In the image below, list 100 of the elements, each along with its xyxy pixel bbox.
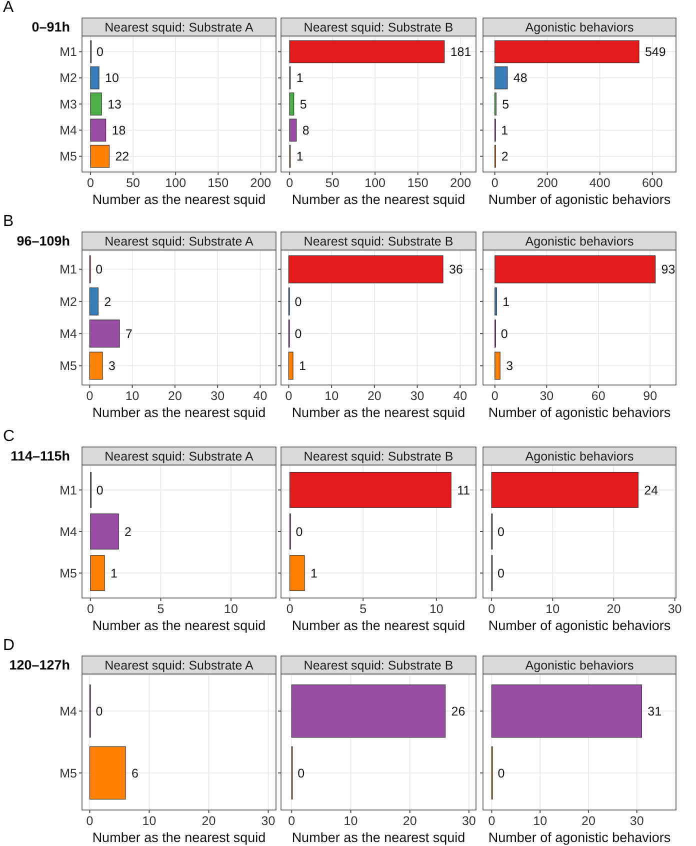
x-tick-label: 10 (546, 602, 560, 616)
data-label: 5 (300, 97, 307, 112)
data-label: 1 (296, 150, 304, 164)
x-tick-label: 20 (202, 814, 216, 828)
data-label: 36 (449, 262, 463, 277)
data-label: 2 (104, 294, 112, 309)
x-tick-label: 0 (491, 388, 498, 403)
x-tick-label: 0 (86, 814, 94, 828)
y-tick-label: M4 (60, 524, 78, 539)
bar (494, 40, 640, 64)
x-tick-label: 5 (360, 602, 367, 616)
data-label: 0 (498, 766, 505, 780)
data-label: 0 (96, 262, 103, 277)
x-tick-label: 90 (643, 388, 658, 403)
x-tick-label: 10 (125, 388, 140, 403)
data-label: 31 (648, 704, 662, 718)
x-tick-label: 100 (165, 176, 186, 190)
bar (288, 255, 444, 284)
chart-title: Nearest squid: Substrate B (304, 234, 454, 248)
text: C (3, 428, 15, 445)
data-label: 2 (124, 524, 132, 539)
x-tick-label: 40 (453, 388, 468, 403)
y-tick-label: M4 (60, 124, 78, 138)
data-label: 1 (501, 124, 508, 138)
text: 0–91h (32, 20, 70, 35)
data-label: 1 (299, 359, 306, 374)
x-tick-label: 10 (142, 814, 156, 828)
data-label: 5 (502, 97, 510, 112)
x-tick-label: 20 (581, 814, 596, 828)
bar (494, 352, 500, 380)
data-label: 1 (310, 566, 318, 580)
y-tick-label: M2 (60, 71, 78, 86)
chart-title: Nearest squid: Substrate B (304, 20, 454, 34)
data-label: 3 (506, 359, 514, 374)
x-axis-title: Number as the nearest squid (292, 405, 466, 420)
x-axis-title: Number as the nearest squid (92, 192, 266, 207)
x-tick-label: 200 (536, 176, 558, 190)
x-tick-label: 20 (168, 388, 182, 403)
bar (494, 255, 656, 284)
x-tick-label: 150 (208, 176, 229, 190)
bar (494, 66, 508, 90)
x-tick-label: 0 (286, 176, 294, 190)
chart-title: Agonistic behaviors (525, 234, 634, 248)
data-label: 181 (450, 45, 472, 60)
x-tick-label: 30 (668, 602, 682, 616)
data-label: 1 (502, 294, 510, 309)
bar (288, 352, 294, 380)
x-tick-label: 0 (86, 602, 94, 616)
y-tick-label: M3 (60, 97, 78, 112)
x-tick-label: 20 (606, 602, 621, 616)
chart-title: Agonistic behaviors (525, 449, 634, 464)
bar (89, 287, 98, 316)
data-label: 26 (451, 704, 466, 718)
data-label: 0 (498, 524, 505, 539)
data-label: 22 (115, 150, 130, 164)
chart-title: Nearest squid: Substrate A (104, 20, 254, 34)
text: 120–127h (9, 658, 70, 673)
chart-title: Nearest squid: Substrate A (104, 658, 254, 672)
x-axis-title: Number as the nearest squid (92, 405, 266, 420)
y-tick-label: M2 (60, 294, 78, 309)
x-axis-title: Number as the nearest squid (292, 830, 466, 845)
x-tick-label: 0 (285, 388, 292, 403)
x-axis-title: Number of agonistic behaviors (488, 830, 671, 845)
data-label: 0 (294, 294, 302, 309)
x-axis-title: Number as the nearest squid (292, 618, 466, 633)
x-axis-title: Number as the nearest squid (92, 830, 266, 845)
x-tick-label: 0 (286, 602, 294, 616)
bar (289, 92, 294, 116)
x-tick-label: 10 (344, 814, 358, 828)
x-tick-label: 200 (450, 176, 472, 190)
data-label: 8 (302, 124, 310, 138)
bar (89, 352, 103, 380)
y-tick-label: M1 (60, 483, 78, 498)
x-tick-label: 5 (157, 602, 164, 616)
x-tick-label: 0 (488, 602, 496, 616)
x-tick-label: 0 (491, 176, 498, 190)
y-tick-label: M5 (60, 766, 78, 780)
x-tick-label: 30 (261, 814, 276, 828)
x-tick-label: 40 (253, 388, 268, 403)
data-label: 0 (96, 45, 104, 60)
chart-title: Nearest squid: Substrate A (104, 234, 254, 248)
data-label: 0 (96, 483, 104, 498)
x-tick-label: 10 (533, 814, 548, 828)
data-label: 0 (298, 766, 305, 780)
bar (289, 555, 305, 592)
x-axis-title: Number of agonistic behaviors (488, 618, 671, 633)
x-tick-label: 400 (589, 176, 610, 190)
y-tick-label: M4 (60, 326, 78, 341)
x-tick-label: 10 (429, 602, 444, 616)
bar (89, 320, 120, 348)
data-label: 10 (105, 71, 119, 86)
data-label: 1 (296, 71, 304, 86)
x-tick-label: 20 (402, 814, 417, 828)
x-tick-label: 100 (364, 176, 386, 190)
data-label: 2 (501, 150, 508, 164)
text: B (3, 213, 14, 230)
x-axis-title: Number as the nearest squid (92, 618, 266, 633)
bar (289, 40, 445, 64)
text: A (3, 0, 14, 16)
x-tick-label: 20 (367, 388, 382, 403)
